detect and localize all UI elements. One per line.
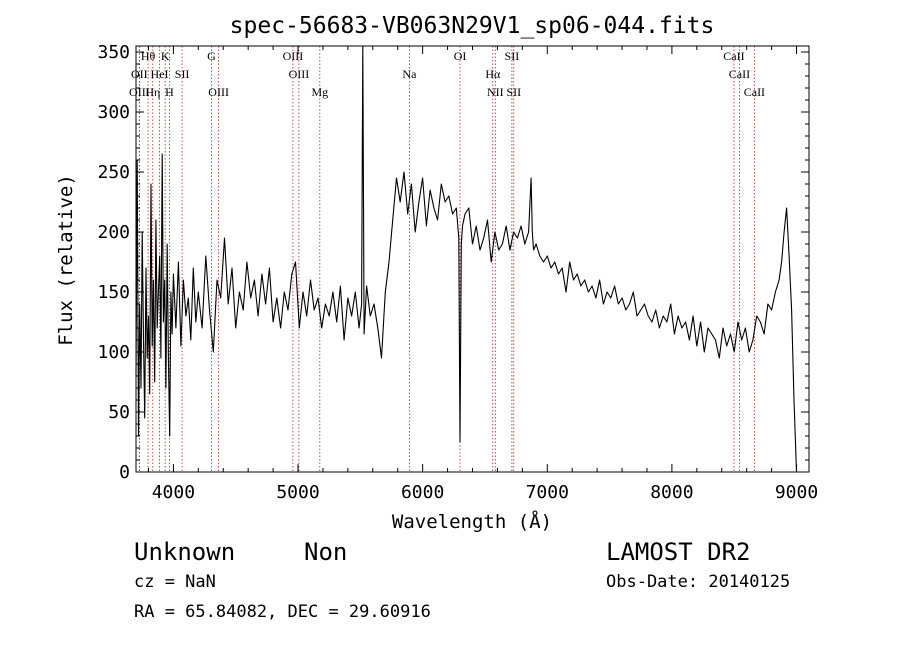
y-tick-label: 0 — [119, 462, 130, 483]
spectrum-line — [135, 45, 798, 473]
redshift-cz: cz = NaN — [134, 572, 216, 592]
x-axis-label: Wavelength (Å) — [392, 510, 552, 533]
x-axis: 4000 5000 6000 7000 8000 9000 — [147, 46, 818, 503]
x-tick-label: 8000 — [650, 482, 693, 503]
x-tick-label: 7000 — [526, 482, 569, 503]
line-label: CaII — [744, 85, 765, 99]
plot-frame — [135, 45, 810, 473]
line-label: Na — [402, 67, 417, 81]
line-label: SII — [505, 49, 520, 63]
y-tick-label: 300 — [97, 102, 130, 123]
line-label: OIII — [283, 49, 304, 63]
line-label: CaII — [729, 67, 750, 81]
line-label: CaII — [723, 49, 744, 63]
object-class: Unknown — [134, 538, 236, 566]
line-label: OIII — [208, 85, 229, 99]
line-label: Hα — [485, 67, 501, 81]
y-tick-label: 150 — [97, 282, 130, 303]
line-label: NII — [487, 85, 504, 99]
line-label: SII — [506, 85, 521, 99]
line-label: G — [207, 49, 216, 63]
line-label: Mg — [311, 85, 328, 99]
x-tick-label: 5000 — [276, 482, 319, 503]
line-label: OII — [131, 67, 148, 81]
line-labels: HθOIIOIIIHηKHeIHSIIGOIIIOIIIOIIIMgNaOIHα… — [129, 49, 765, 99]
observation-date: Obs-Date: 20140125 — [606, 572, 791, 592]
line-label: OIII — [129, 85, 150, 99]
object-subclass: Non — [304, 538, 348, 566]
line-label: OIII — [289, 67, 310, 81]
y-tick-label: 350 — [97, 42, 130, 63]
y-tick-label: 250 — [97, 162, 130, 183]
ra-dec: RA = 65.84082, DEC = 29.60916 — [134, 602, 431, 622]
line-label: OI — [454, 49, 467, 63]
line-label: HeI — [151, 67, 169, 81]
line-label: H — [165, 85, 174, 99]
line-label: SII — [175, 67, 190, 81]
x-tick-label: 6000 — [401, 482, 444, 503]
chart-title: spec-56683-VB063N29V1_sp06-044.fits — [230, 13, 715, 39]
x-tick-label: 4000 — [152, 482, 195, 503]
y-tick-label: 50 — [108, 402, 130, 423]
line-label: Hθ — [141, 49, 156, 63]
y-tick-label: 200 — [97, 222, 130, 243]
spectrum-series — [135, 45, 798, 473]
x-tick-label: 9000 — [775, 482, 818, 503]
y-axis-label: Flux (relative) — [55, 174, 77, 346]
line-label: K — [161, 49, 170, 63]
y-axis: 0 50 100 150 200 250 300 350 — [97, 42, 809, 483]
line-label: Hη — [145, 85, 160, 99]
y-tick-label: 100 — [97, 342, 130, 363]
survey-name: LAMOST DR2 — [606, 538, 751, 566]
line-markers — [138, 46, 755, 472]
